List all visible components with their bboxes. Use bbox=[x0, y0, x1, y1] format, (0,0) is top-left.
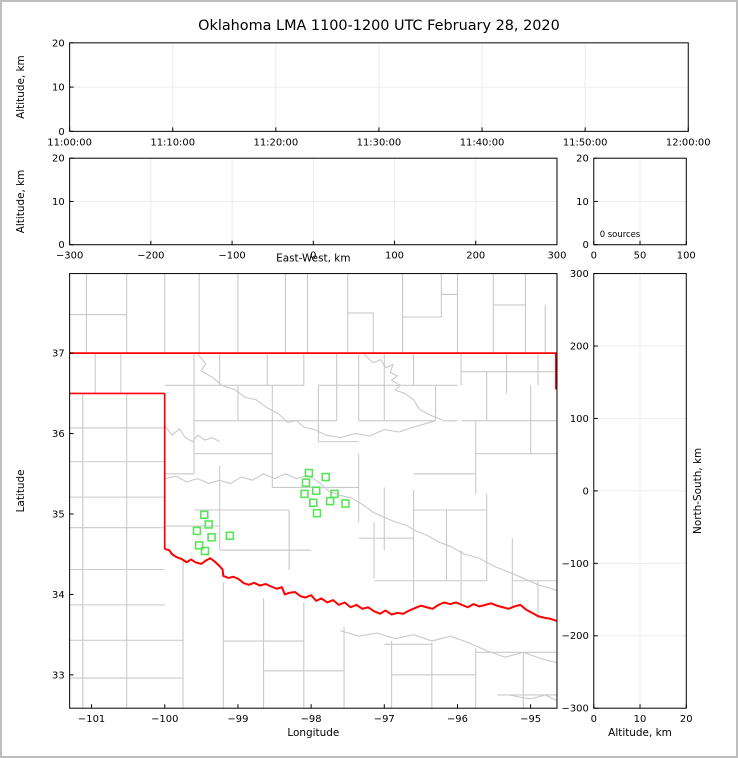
x-tick-label: 0 bbox=[591, 251, 597, 262]
river-line bbox=[164, 473, 557, 591]
x-tick-label: −300 bbox=[56, 251, 83, 262]
river-line bbox=[340, 630, 557, 664]
source-marker bbox=[225, 531, 235, 540]
x-tick-label: 100 bbox=[677, 251, 696, 262]
y-tick-label: 33 bbox=[52, 670, 65, 681]
source-marker bbox=[207, 533, 216, 542]
x-tick-label: 100 bbox=[385, 251, 404, 262]
source-marker bbox=[194, 541, 204, 550]
y-tick-label: 34 bbox=[52, 590, 65, 601]
source-marker bbox=[192, 526, 202, 536]
y-tick-label: 300 bbox=[570, 269, 589, 280]
y-tick-label: 100 bbox=[570, 414, 589, 425]
x-tick-label: 11:10:00 bbox=[150, 137, 195, 148]
panel-ew_height: −300 −200 −100 0 100 200 300 0 10 20 East-West, km… bbox=[15, 154, 567, 265]
source-marker bbox=[341, 499, 350, 508]
y-tick-label: 0 bbox=[582, 486, 588, 497]
map-layer bbox=[69, 273, 557, 709]
x-tick-label: 20 bbox=[680, 714, 693, 725]
y-tick-label: 10 bbox=[52, 83, 65, 94]
x-tick-label: 11:40:00 bbox=[460, 137, 505, 148]
figure-title: Oklahoma LMA 1100-1200 UTC February 28, … bbox=[198, 18, 560, 34]
y-axis-label-ns_height: North-South, km bbox=[692, 448, 704, 534]
x-tick-label: 200 bbox=[466, 251, 485, 262]
panel-plan_view: −101 −100 −99 −98 −97 −96 −95 33 34 35 36 37 Longitu… bbox=[15, 273, 558, 739]
x-tick-label: 10 bbox=[634, 714, 647, 725]
x-tick-label: −100 bbox=[218, 251, 245, 262]
y-axis-label-time_height: Altitude, km bbox=[15, 55, 27, 119]
source-marker bbox=[301, 478, 311, 487]
x-tick-label: −99 bbox=[227, 714, 248, 725]
source-marker bbox=[311, 486, 321, 495]
panel-ns_height: 0 10 20 300 200 100 0 −100 −200 −300 Altitude, km N… bbox=[562, 269, 705, 739]
y-axis-label-ew_height: Altitude, km bbox=[15, 170, 27, 234]
x-axis-label-plan_view: Longitude bbox=[287, 727, 339, 739]
x-tick-label: −98 bbox=[301, 714, 322, 725]
source-marker bbox=[321, 472, 331, 482]
source-marker bbox=[304, 468, 314, 478]
source-marker bbox=[312, 508, 322, 518]
y-tick-label: −200 bbox=[562, 631, 589, 642]
x-tick-label: 300 bbox=[547, 251, 566, 262]
source-marker bbox=[325, 496, 335, 506]
panel-time_height: 11:00:00 11:10:00 11:20:00 11:30:00 11:40:00… bbox=[15, 38, 711, 148]
x-tick-label: −95 bbox=[520, 714, 541, 725]
x-tick-label: 0 bbox=[591, 714, 597, 725]
y-tick-label: −100 bbox=[562, 559, 589, 570]
source-marker bbox=[330, 489, 339, 499]
y-tick-label: −300 bbox=[562, 704, 589, 715]
y-tick-label: 20 bbox=[576, 154, 589, 165]
x-tick-label: −101 bbox=[78, 714, 105, 725]
x-tick-label: −100 bbox=[151, 714, 178, 725]
x-tick-label: 11:00:00 bbox=[47, 137, 92, 148]
source-marker bbox=[309, 498, 318, 508]
x-tick-label: 11:20:00 bbox=[254, 137, 299, 148]
source-marker bbox=[300, 489, 309, 499]
y-tick-label: 0 bbox=[582, 240, 588, 251]
source-count-annotation: 0 sources bbox=[600, 229, 640, 239]
x-tick-label: −200 bbox=[137, 251, 164, 262]
y-tick-label: 0 bbox=[58, 127, 64, 138]
axis-frame bbox=[69, 273, 558, 709]
x-tick-label: 12:00:00 bbox=[666, 137, 711, 148]
y-tick-label: 20 bbox=[52, 38, 65, 49]
x-tick-label: 50 bbox=[634, 251, 647, 262]
y-tick-label: 36 bbox=[52, 429, 65, 440]
y-tick-label: 0 bbox=[58, 240, 64, 251]
state-border-red-river bbox=[164, 548, 557, 622]
source-marker bbox=[204, 520, 213, 529]
x-tick-label: −96 bbox=[447, 714, 468, 725]
river-line bbox=[197, 353, 436, 439]
panel-alt_histogram: 0 50 100 0 10 20 0 sources bbox=[576, 154, 696, 262]
source-marker bbox=[199, 510, 209, 520]
x-tick-label: −97 bbox=[374, 714, 395, 725]
river-line bbox=[363, 353, 458, 422]
river-line bbox=[508, 694, 557, 702]
x-tick-label: 11:50:00 bbox=[563, 137, 608, 148]
y-axis-label-plan_view: Latitude bbox=[15, 469, 27, 512]
y-tick-label: 20 bbox=[52, 154, 65, 165]
river-line bbox=[164, 425, 220, 443]
source-marker bbox=[200, 546, 210, 556]
x-axis-label-ew_height: East-West, km bbox=[276, 253, 350, 265]
y-tick-label: 10 bbox=[52, 197, 65, 208]
y-tick-label: 37 bbox=[52, 349, 65, 360]
x-tick-label: 11:30:00 bbox=[357, 137, 402, 148]
y-tick-label: 35 bbox=[52, 509, 65, 520]
x-axis-label-ns_height: Altitude, km bbox=[608, 727, 672, 739]
x-tick-label: 0 bbox=[310, 251, 316, 262]
y-tick-label: 10 bbox=[576, 197, 589, 208]
y-tick-label: 200 bbox=[570, 341, 589, 352]
